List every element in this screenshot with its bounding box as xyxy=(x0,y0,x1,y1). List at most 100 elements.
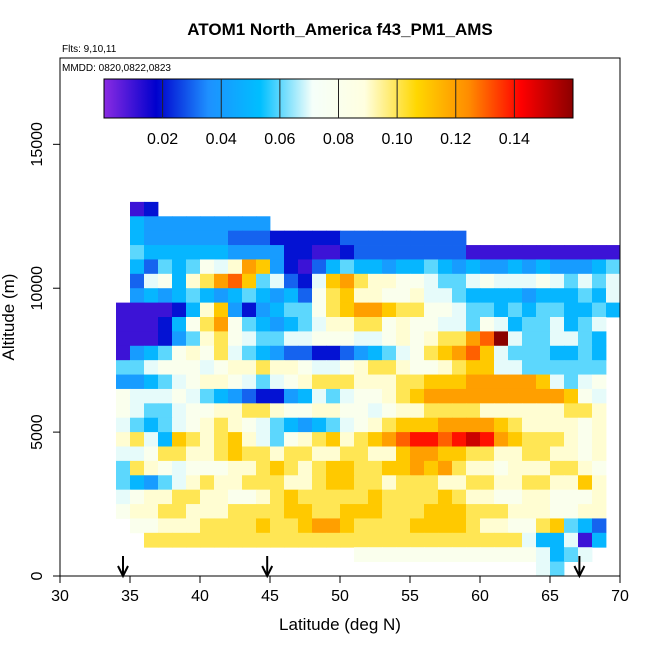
heatmap-cell xyxy=(452,403,467,419)
heatmap-cell xyxy=(354,259,369,275)
heatmap-cell xyxy=(270,331,285,347)
heatmap-cell xyxy=(228,360,243,375)
heatmap-cell xyxy=(592,518,607,534)
heatmap-cell xyxy=(130,489,145,505)
heatmap-cell xyxy=(144,432,159,447)
heatmap-cell xyxy=(340,374,355,390)
heatmap-cell xyxy=(158,374,173,390)
heatmap-cell xyxy=(312,475,327,491)
heatmap-cell xyxy=(396,331,411,347)
heatmap-cell xyxy=(578,345,593,361)
heatmap-cell xyxy=(438,273,453,289)
heatmap-cell xyxy=(270,532,285,548)
heatmap-cell xyxy=(522,403,537,419)
heatmap-cell xyxy=(326,331,341,347)
heatmap-cell xyxy=(326,259,341,275)
heatmap-cell xyxy=(536,460,551,476)
heatmap-cell xyxy=(270,388,285,404)
heatmap-cell xyxy=(284,374,299,390)
heatmap-cell xyxy=(438,259,453,275)
heatmap-cell xyxy=(536,403,551,419)
heatmap-cell xyxy=(368,446,383,462)
heatmap-cell xyxy=(382,432,397,447)
heatmap-cell xyxy=(382,475,397,491)
heatmap-cell xyxy=(270,259,285,275)
heatmap-cell xyxy=(242,245,257,260)
heatmap-cell xyxy=(130,460,145,476)
heatmap-cell xyxy=(592,432,607,447)
heatmap-cell xyxy=(130,360,145,375)
heatmap-cell xyxy=(480,317,495,332)
heatmap-cell xyxy=(144,532,159,548)
heatmap-cell xyxy=(368,302,383,318)
heatmap-cell xyxy=(396,460,411,476)
heatmap-cell xyxy=(256,504,271,519)
heatmap-cell xyxy=(200,504,215,519)
heatmap-cell xyxy=(298,360,313,375)
heatmap-cell xyxy=(172,259,187,275)
heatmap-cell xyxy=(340,417,355,433)
x-tick-label: 45 xyxy=(261,588,279,605)
heatmap-cell xyxy=(158,518,173,534)
x-tick-label: 35 xyxy=(121,588,139,605)
heatmap-cell xyxy=(368,417,383,433)
heatmap-cell xyxy=(480,432,495,447)
heatmap-cell xyxy=(564,446,579,462)
heatmap-cell xyxy=(368,532,383,548)
heatmap-cell xyxy=(228,532,243,548)
heatmap-cell xyxy=(116,403,131,419)
heatmap-cell xyxy=(158,460,173,476)
heatmap-cell xyxy=(270,302,285,318)
heatmap-cell xyxy=(382,317,397,332)
heatmap-cell xyxy=(578,403,593,419)
heatmap-cell xyxy=(312,460,327,476)
heatmap-cell xyxy=(410,374,425,390)
heatmap-cell xyxy=(326,230,341,246)
heatmap-cell xyxy=(298,460,313,476)
heatmap-cell xyxy=(564,518,579,534)
heatmap-cell xyxy=(130,388,145,404)
heatmap-cell xyxy=(340,302,355,318)
heatmap-cell xyxy=(284,475,299,491)
heatmap-cell xyxy=(396,230,411,246)
heatmap-cell xyxy=(438,345,453,361)
y-tick-label: 5000 xyxy=(29,414,46,450)
heatmap-cell xyxy=(354,245,369,260)
heatmap-cell xyxy=(410,417,425,433)
heatmap-cell xyxy=(536,331,551,347)
heatmap-cell xyxy=(508,273,523,289)
heatmap-cell xyxy=(382,259,397,275)
heatmap-cell xyxy=(494,245,509,260)
heatmap-cell xyxy=(382,374,397,390)
heatmap-cell xyxy=(452,259,467,275)
colorbar-tick-label: 0.06 xyxy=(264,131,295,148)
heatmap-cell xyxy=(284,331,299,347)
flight-arrows xyxy=(117,556,586,579)
heatmap-cell xyxy=(130,302,145,318)
heatmap-cell xyxy=(578,259,593,275)
heatmap-cell xyxy=(228,388,243,404)
heatmap-cell xyxy=(592,273,607,289)
heatmap-cell xyxy=(256,230,271,246)
heatmap-cell xyxy=(424,518,439,534)
heatmap-cell xyxy=(382,245,397,260)
heatmap-cell xyxy=(438,302,453,318)
heatmap-cell xyxy=(200,273,215,289)
heatmap-cell xyxy=(466,475,481,491)
heatmap-cell xyxy=(550,504,565,519)
heatmap-cell xyxy=(242,432,257,447)
heatmap-cell xyxy=(424,288,439,304)
heatmap-cell xyxy=(228,460,243,476)
heatmap-cell xyxy=(242,288,257,304)
heatmap-cell xyxy=(214,317,229,332)
heatmap-cell xyxy=(452,230,467,246)
heatmap-cell xyxy=(438,518,453,534)
heatmap-cell xyxy=(550,288,565,304)
heatmap-cell xyxy=(256,446,271,462)
heatmap-cell xyxy=(228,273,243,289)
heatmap-cell xyxy=(466,345,481,361)
heatmap-cell xyxy=(158,259,173,275)
colorbar-tick-label: 0.10 xyxy=(382,131,413,148)
heatmap-cell xyxy=(256,417,271,433)
heatmap-cell xyxy=(564,460,579,476)
